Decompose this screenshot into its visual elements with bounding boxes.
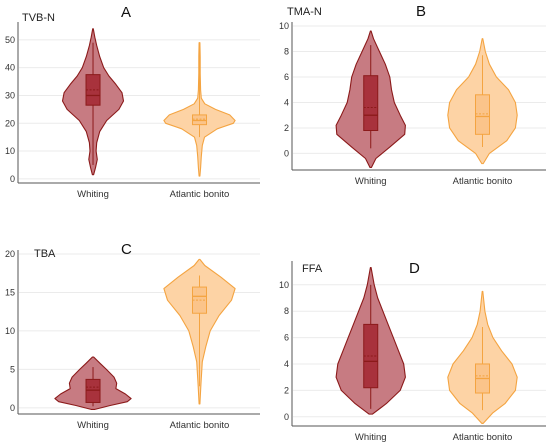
panel-letter: C (121, 241, 132, 258)
box (363, 75, 379, 131)
y-tick-label: 6 (284, 333, 289, 343)
y-tick-label: 4 (284, 359, 289, 369)
x-tick-label: Whiting (77, 189, 109, 200)
y-tick-label: 50 (5, 35, 15, 45)
y-axis-title: TVB-N (22, 12, 55, 24)
x-tick-label: Atlantic bonito (453, 432, 513, 443)
panel-c: 0 5 10 15 20 TBA C Whiting Atlantic bonito (5, 241, 260, 431)
violin-whiting (61, 28, 125, 176)
y-tick-label: 15 (5, 287, 15, 297)
panel-d: 0 2 4 6 8 10 FFA D Whiting Atlantic bonito (279, 260, 546, 443)
y-tick-label: 10 (5, 326, 15, 336)
violin-whiting (54, 356, 132, 410)
panel-b: 0 2 4 6 8 10 TMA-N B Whiting Atlantic bonito (279, 3, 546, 187)
violin-atlantic-bonito (163, 42, 236, 177)
x-tick-label: Whiting (355, 432, 387, 443)
violin-whiting (335, 30, 406, 169)
box (85, 378, 101, 403)
box (192, 114, 207, 126)
x-tick-label: Atlantic bonito (170, 420, 230, 431)
y-axis-title: TMA-N (287, 6, 322, 18)
y-tick-label: 4 (284, 97, 289, 107)
panel-letter: B (416, 3, 426, 20)
y-tick-label: 20 (5, 249, 15, 259)
y-tick-label: 40 (5, 63, 15, 73)
y-tick-label: 8 (284, 306, 289, 316)
y-tick-label: 10 (279, 21, 289, 31)
violin-whiting (335, 267, 406, 415)
y-tick-label: 8 (284, 46, 289, 56)
box (475, 94, 490, 135)
y-tick-label: 10 (5, 146, 15, 156)
y-axis-title: FFA (302, 263, 323, 275)
y-tick-label: 0 (284, 412, 289, 422)
y-tick-label: 0 (10, 403, 15, 413)
y-tick-label: 20 (5, 118, 15, 128)
violin-atlantic-bonito (447, 38, 518, 165)
y-tick-label: 2 (284, 385, 289, 395)
panel-letter: D (409, 260, 420, 277)
y-axis-title: TBA (34, 248, 56, 260)
x-tick-label: Atlantic bonito (170, 189, 230, 200)
x-tick-label: Atlantic bonito (453, 176, 513, 187)
y-tick-label: 30 (5, 90, 15, 100)
x-tick-label: Whiting (355, 176, 387, 187)
panel-a: 0 10 20 30 40 50 TVB-N A Whiting Atlantic bonito (5, 4, 260, 200)
y-tick-label: 0 (10, 174, 15, 184)
y-tick-label: 0 (284, 148, 289, 158)
x-tick-label: Whiting (77, 420, 109, 431)
y-tick-label: 5 (10, 364, 15, 374)
y-tick-label: 10 (279, 280, 289, 290)
y-tick-label: 2 (284, 123, 289, 133)
panel-letter: A (121, 4, 131, 21)
violin-atlantic-bonito (163, 258, 236, 405)
y-tick-label: 6 (284, 72, 289, 82)
violin-atlantic-bonito (447, 290, 518, 424)
